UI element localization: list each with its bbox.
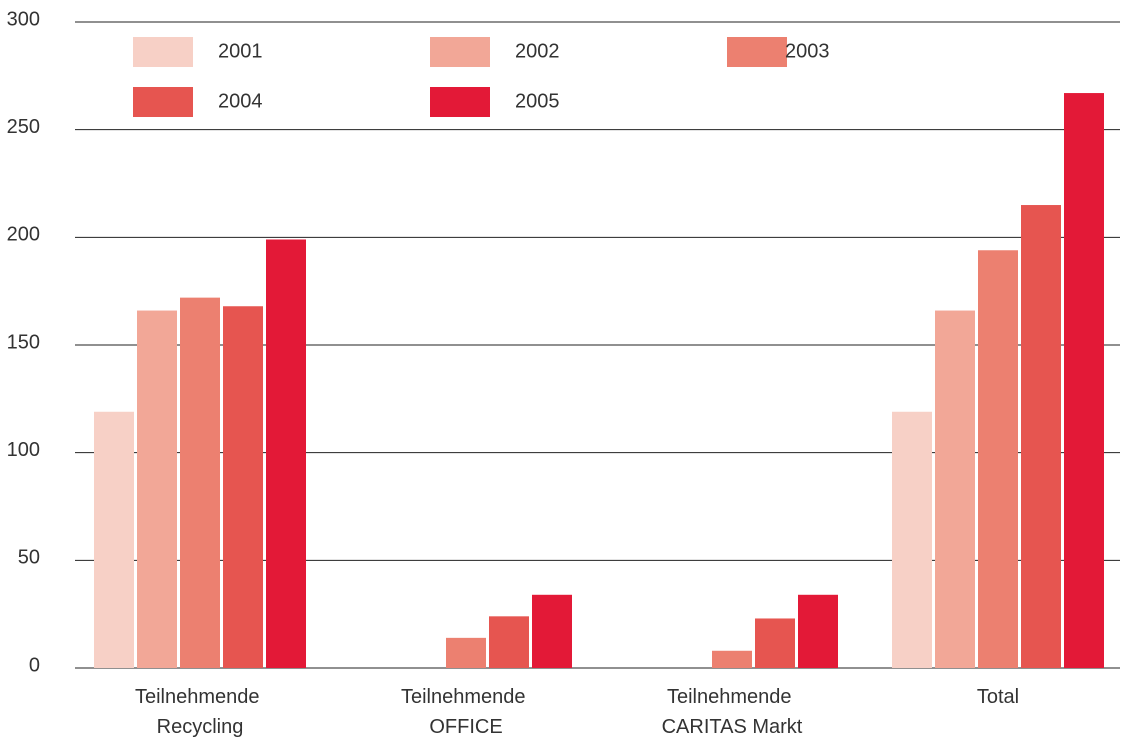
bar bbox=[94, 411, 134, 668]
legend-label: 2001 bbox=[218, 40, 263, 62]
y-tick-label: 100 bbox=[7, 439, 40, 461]
x-tick-label: Teilnehmende Recycling bbox=[135, 686, 265, 738]
bar bbox=[798, 594, 838, 668]
x-tick-label: Total bbox=[977, 686, 1019, 708]
legend-swatch bbox=[133, 37, 193, 67]
bar bbox=[180, 297, 220, 668]
y-tick-label: 150 bbox=[7, 331, 40, 353]
y-tick-label: 0 bbox=[29, 654, 40, 676]
bar bbox=[755, 618, 795, 668]
bar bbox=[978, 250, 1018, 668]
y-tick-label: 50 bbox=[18, 547, 40, 569]
bar bbox=[266, 239, 306, 668]
y-tick-label: 200 bbox=[7, 224, 40, 246]
y-tick-label: 300 bbox=[7, 8, 40, 30]
bar bbox=[223, 306, 263, 668]
legend-label: 2003 bbox=[785, 40, 830, 62]
bar bbox=[935, 310, 975, 668]
bar bbox=[1064, 93, 1104, 668]
bar bbox=[892, 411, 932, 668]
legend-label: 2005 bbox=[515, 90, 560, 112]
legend-swatch bbox=[727, 37, 787, 67]
x-tick-label: Teilnehmende CARITAS Markt bbox=[662, 686, 803, 738]
legend-swatch bbox=[430, 87, 490, 117]
legend-swatch bbox=[430, 37, 490, 67]
legend-label: 2004 bbox=[218, 90, 263, 112]
bar bbox=[446, 637, 486, 668]
bar bbox=[532, 594, 572, 668]
legend-label: 2002 bbox=[515, 40, 560, 62]
legend-swatch bbox=[133, 87, 193, 117]
bar bbox=[137, 310, 177, 668]
bar bbox=[489, 616, 529, 668]
x-tick-label: Teilnehmende OFFICE bbox=[401, 686, 531, 738]
y-tick-label: 250 bbox=[7, 116, 40, 138]
bar bbox=[712, 650, 752, 668]
bar bbox=[1021, 205, 1061, 669]
